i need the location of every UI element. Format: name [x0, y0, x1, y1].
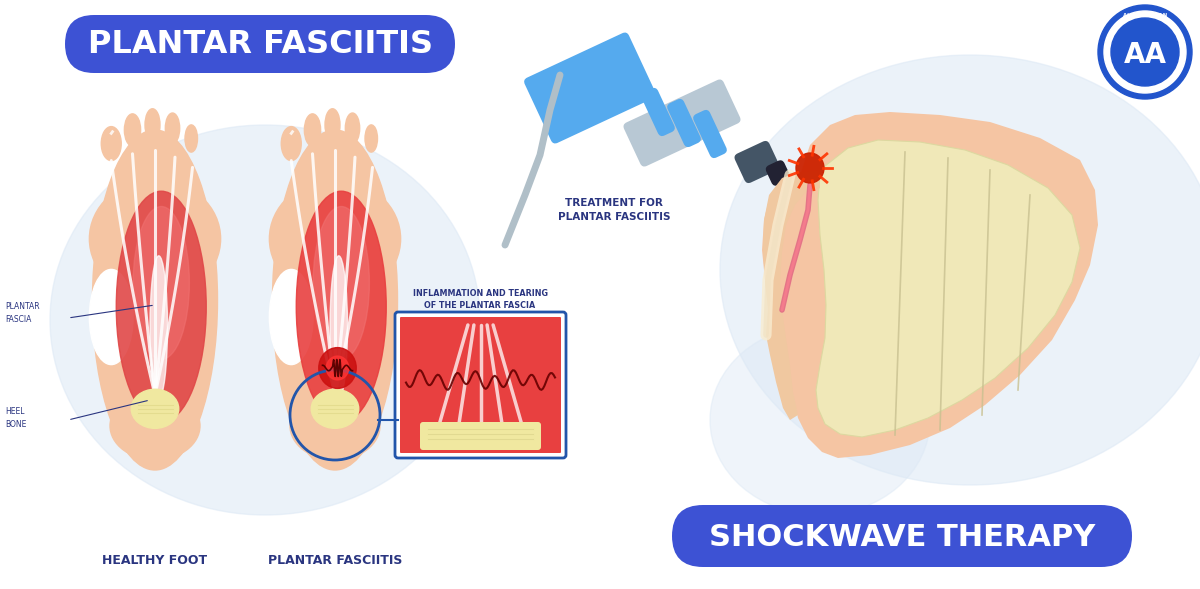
Ellipse shape — [89, 179, 221, 298]
FancyBboxPatch shape — [766, 160, 791, 186]
Text: ALL AMERICAN: ALL AMERICAN — [1123, 12, 1168, 18]
Circle shape — [1098, 5, 1192, 99]
FancyBboxPatch shape — [672, 505, 1132, 567]
Ellipse shape — [101, 127, 121, 161]
Text: TREATMENT FOR
PLANTAR FASCIITIS: TREATMENT FOR PLANTAR FASCIITIS — [558, 197, 671, 223]
Ellipse shape — [346, 113, 360, 144]
Circle shape — [1111, 18, 1178, 86]
FancyBboxPatch shape — [395, 312, 566, 458]
FancyBboxPatch shape — [734, 141, 780, 183]
Text: INFLAMMATION AND TEARING
OF THE PLANTAR FASCIA: INFLAMMATION AND TEARING OF THE PLANTAR … — [413, 289, 547, 310]
Ellipse shape — [131, 389, 179, 428]
Ellipse shape — [307, 131, 318, 139]
Ellipse shape — [150, 256, 168, 399]
Text: HEALTHY FOOT: HEALTHY FOOT — [102, 554, 208, 567]
Ellipse shape — [104, 144, 119, 153]
Circle shape — [1104, 11, 1186, 93]
FancyBboxPatch shape — [694, 110, 727, 158]
Ellipse shape — [281, 127, 301, 161]
Text: PLANTAR FASCIITIS: PLANTAR FASCIITIS — [88, 28, 432, 59]
FancyBboxPatch shape — [524, 32, 656, 144]
Ellipse shape — [330, 256, 348, 399]
FancyBboxPatch shape — [420, 422, 541, 450]
Ellipse shape — [145, 109, 160, 141]
Ellipse shape — [125, 114, 140, 146]
Ellipse shape — [269, 269, 313, 365]
Polygon shape — [816, 140, 1080, 437]
Ellipse shape — [127, 131, 138, 139]
FancyBboxPatch shape — [65, 15, 455, 73]
Polygon shape — [763, 170, 820, 420]
Ellipse shape — [284, 144, 299, 153]
Ellipse shape — [89, 269, 133, 365]
FancyBboxPatch shape — [624, 80, 740, 167]
Text: SHOCKWAVE THERAPY: SHOCKWAVE THERAPY — [709, 522, 1096, 551]
Ellipse shape — [133, 207, 190, 359]
FancyBboxPatch shape — [641, 88, 674, 136]
Ellipse shape — [166, 113, 180, 144]
FancyBboxPatch shape — [400, 317, 562, 453]
Text: HEEL
BONE: HEEL BONE — [5, 407, 26, 429]
Ellipse shape — [110, 392, 200, 460]
FancyBboxPatch shape — [667, 99, 701, 147]
Text: PLANTAR
FASCIA: PLANTAR FASCIA — [5, 302, 40, 324]
Ellipse shape — [296, 191, 386, 422]
Ellipse shape — [367, 139, 376, 146]
Ellipse shape — [185, 125, 198, 152]
Ellipse shape — [168, 129, 178, 137]
Ellipse shape — [325, 109, 340, 141]
Ellipse shape — [187, 139, 196, 146]
Text: MEDICAL: MEDICAL — [1132, 87, 1158, 91]
Ellipse shape — [290, 392, 380, 460]
Ellipse shape — [50, 125, 480, 515]
Ellipse shape — [313, 207, 370, 359]
Ellipse shape — [305, 114, 320, 146]
Ellipse shape — [328, 125, 337, 134]
Ellipse shape — [272, 130, 397, 470]
Ellipse shape — [710, 325, 930, 515]
Ellipse shape — [148, 125, 157, 134]
Ellipse shape — [116, 191, 206, 422]
Ellipse shape — [720, 55, 1200, 485]
Ellipse shape — [326, 356, 349, 380]
Polygon shape — [762, 112, 1098, 458]
Ellipse shape — [92, 130, 217, 470]
Text: AA: AA — [1123, 41, 1166, 69]
Ellipse shape — [269, 179, 401, 298]
Text: PLANTAR FASCIITIS: PLANTAR FASCIITIS — [268, 554, 402, 567]
Ellipse shape — [311, 389, 359, 428]
Ellipse shape — [365, 125, 378, 152]
Ellipse shape — [319, 348, 356, 388]
Ellipse shape — [796, 153, 824, 183]
Ellipse shape — [348, 129, 358, 137]
